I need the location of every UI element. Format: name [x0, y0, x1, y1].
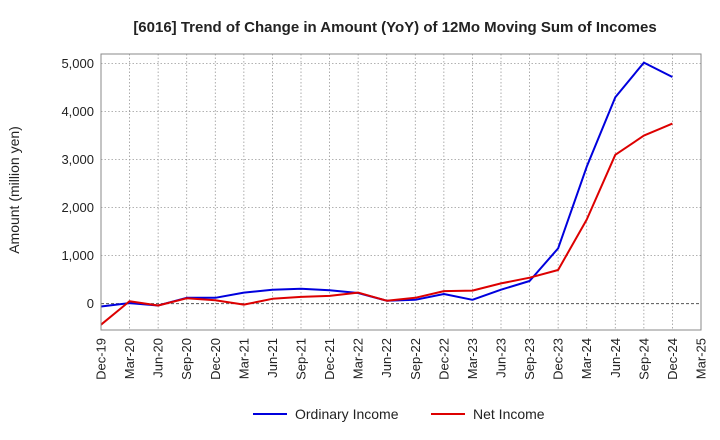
net-income-line [100, 122, 673, 326]
grid [100, 54, 702, 330]
y-tick-label: 5,000 [61, 56, 94, 71]
x-tick-label: Sep-21 [294, 338, 309, 380]
x-tick-label: Jun-23 [494, 338, 509, 378]
x-tick-label: Sep-24 [636, 338, 651, 380]
x-tick-label: Mar-20 [122, 338, 137, 379]
x-tick-label: Jun-22 [379, 338, 394, 378]
x-tick-label: Mar-21 [236, 338, 251, 379]
x-tick-label: Dec-22 [436, 338, 451, 380]
x-tick-label: Jun-20 [151, 338, 166, 378]
x-tick-label: Dec-23 [551, 338, 566, 380]
x-tick-label: Mar-23 [465, 338, 480, 379]
y-tick-label: 1,000 [61, 248, 94, 263]
x-tick-label: Dec-19 [94, 338, 109, 380]
legend: Ordinary Income Net Income [253, 406, 545, 422]
x-tick-label: Mar-24 [579, 338, 594, 379]
y-tick-label: 4,000 [61, 104, 94, 119]
x-tick-label: Mar-25 [694, 338, 709, 379]
x-tick-label: Dec-24 [665, 338, 680, 380]
x-tick-label: Dec-21 [322, 338, 337, 380]
x-tick-label: Sep-20 [179, 338, 194, 380]
y-axis: 0 1,000 2,000 3,000 4,000 5,000 [61, 56, 94, 311]
x-tick-label: Jun-21 [265, 338, 280, 378]
chart-title: [6016] Trend of Change in Amount (YoY) o… [133, 19, 656, 36]
net-income-legend-label: Net Income [473, 406, 545, 422]
x-tick-label: Sep-23 [522, 338, 537, 380]
x-axis: Dec-19 Mar-20 Jun-20 Sep-20 Dec-20 Mar-21 Jun-… [94, 338, 709, 380]
x-tick-label: Sep-22 [408, 338, 423, 380]
y-axis-label: Amount (million yen) [6, 126, 22, 254]
x-tick-label: Jun-24 [608, 338, 623, 378]
ordinary-income-legend-label: Ordinary Income [295, 406, 399, 422]
x-tick-label: Dec-20 [208, 338, 223, 380]
x-tick-label: Mar-22 [351, 338, 366, 379]
plot-frame [100, 53, 702, 331]
y-tick-label: 2,000 [61, 200, 94, 215]
series-lines [100, 61, 673, 326]
y-tick-label: 3,000 [61, 152, 94, 167]
y-tick-label: 0 [87, 296, 94, 311]
